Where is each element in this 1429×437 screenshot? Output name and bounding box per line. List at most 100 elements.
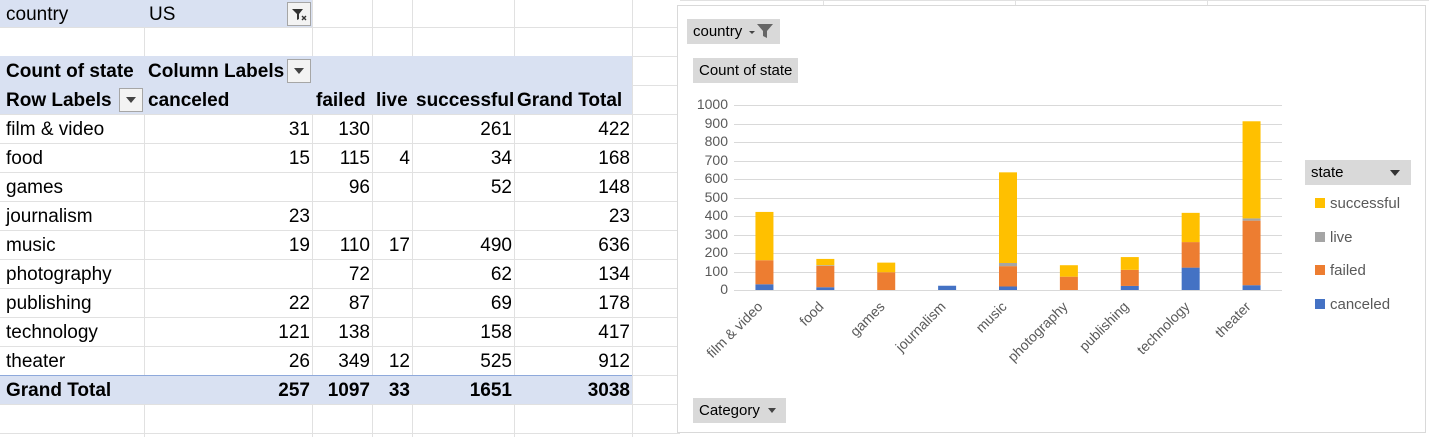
table-row-8-canceled: 26: [288, 351, 310, 372]
y-tick-label: 900: [704, 114, 728, 131]
y-tick-label: 0: [720, 281, 728, 297]
bar-successful-1[interactable]: [816, 258, 835, 266]
bar-canceled-3[interactable]: [938, 285, 957, 290]
bar-failed-7[interactable]: [1181, 242, 1200, 268]
bar-canceled-4[interactable]: [999, 286, 1017, 290]
table-row-6-failed: 87: [348, 293, 370, 314]
bar-canceled-1[interactable]: [816, 287, 835, 290]
bar-live-4[interactable]: [999, 262, 1017, 267]
bar-successful-6[interactable]: [1120, 257, 1139, 270]
table-row-8-total: 912: [598, 351, 630, 372]
bar-canceled-8[interactable]: [1242, 285, 1261, 290]
table-row-6-canceled: 22: [288, 293, 310, 314]
legend-state-button[interactable]: state: [1305, 160, 1411, 185]
table-row-2-successful: 52: [490, 177, 512, 198]
table-row-1-label: food: [6, 148, 43, 169]
y-tick-label: 600: [704, 170, 728, 186]
column-labels-dropdown[interactable]: [287, 59, 311, 83]
bar-failed-5[interactable]: [1059, 276, 1078, 290]
legend-item-successful[interactable]: successful: [1315, 195, 1400, 212]
report-filter-button[interactable]: [287, 2, 311, 26]
chart-category-button[interactable]: Category: [693, 398, 787, 423]
bar-live-1[interactable]: [816, 265, 835, 266]
table-row-2-label: games: [6, 177, 64, 198]
table-row-7-label: technology: [6, 322, 98, 343]
table-row-2-failed: 96: [348, 177, 370, 198]
bar-successful-5[interactable]: [1059, 265, 1078, 277]
bar-failed-4[interactable]: [999, 266, 1017, 287]
legend-swatch: [1315, 298, 1325, 309]
table-row-5-successful: 62: [490, 264, 512, 285]
legend-label: canceled: [1330, 295, 1391, 313]
table-row-7-failed: 138: [338, 322, 370, 343]
legend-item-canceled[interactable]: canceled: [1315, 296, 1390, 313]
table-row-0-canceled: 31: [288, 119, 310, 140]
bar-failed-1[interactable]: [816, 265, 835, 288]
bar-failed-6[interactable]: [1120, 269, 1139, 286]
chevron-down-icon: [294, 68, 304, 74]
y-tick-label: 400: [704, 207, 728, 223]
legend-label: live: [1330, 228, 1353, 246]
bar-successful-7[interactable]: [1181, 212, 1200, 243]
col-header-canceled: canceled: [148, 90, 230, 111]
table-row-4-live: 17: [388, 235, 410, 256]
plot-area: [734, 105, 1282, 291]
y-tick-label: 1000: [696, 96, 728, 112]
filter-icon: [749, 24, 774, 38]
table-row-0-failed: 130: [338, 119, 370, 140]
table-row-8-successful: 525: [480, 351, 512, 372]
filter-band: [0, 0, 312, 27]
chevron-down-icon: [768, 408, 777, 413]
column-labels-header: Column Labels: [148, 61, 285, 82]
bar-live-8[interactable]: [1242, 218, 1261, 221]
bar-successful-4[interactable]: [999, 172, 1017, 263]
col-header-failed: failed: [316, 90, 366, 111]
grand-total-band: [0, 375, 632, 404]
chart-category-label: Category: [699, 402, 760, 419]
table-row-3-total: 23: [608, 206, 630, 227]
bar-canceled-7[interactable]: [1181, 267, 1200, 290]
table-row-3-label: journalism: [6, 206, 93, 227]
bar-canceled-0[interactable]: [755, 284, 774, 290]
pivot-chart[interactable]: country Count of state Category 0 100 200 3…: [677, 5, 1426, 433]
row-labels-dropdown[interactable]: [119, 88, 143, 112]
grand-total-row-failed: 1097: [327, 380, 370, 401]
legend-title-label: state: [1311, 164, 1344, 181]
table-row-7-total: 417: [598, 322, 630, 343]
table-row-4-failed: 110: [339, 235, 370, 256]
y-tick-label: 300: [704, 225, 728, 242]
row-labels-header: Row Labels: [6, 90, 112, 111]
chart-value-field-button[interactable]: Count of state: [693, 58, 799, 83]
table-row-2-total: 148: [598, 177, 630, 198]
bar-failed-0[interactable]: [755, 260, 774, 285]
grand-total-row-label: Grand Total: [6, 380, 112, 401]
col-header-successful: successful: [416, 90, 515, 111]
table-row-5-total: 134: [598, 264, 630, 285]
chart-country-filter-button[interactable]: country: [687, 19, 781, 44]
col-header-live: live: [376, 90, 408, 111]
legend-item-failed[interactable]: failed: [1315, 262, 1366, 279]
table-row-6-successful: 69: [490, 293, 512, 314]
bar-successful-8[interactable]: [1242, 121, 1261, 219]
grand-total-row-total: 3038: [587, 380, 630, 401]
table-row-0-total: 422: [598, 119, 630, 140]
pivot-value-field: Count of state: [6, 61, 134, 82]
table-row-8-label: theater: [6, 351, 66, 372]
y-tick-label: 200: [704, 244, 728, 260]
table-row-1-total: 168: [598, 148, 630, 169]
bar-failed-8[interactable]: [1242, 220, 1261, 286]
table-row-7-successful: 158: [480, 322, 512, 343]
bar-canceled-6[interactable]: [1120, 285, 1139, 290]
bar-failed-2[interactable]: [877, 272, 896, 290]
grand-total-row-live: 33: [388, 380, 410, 401]
table-row-4-total: 636: [598, 235, 630, 256]
legend-label: successful: [1330, 195, 1401, 212]
table-row-0-label: film & video: [6, 119, 105, 140]
bar-successful-2[interactable]: [877, 262, 896, 273]
legend-item-live[interactable]: live: [1315, 229, 1353, 246]
bar-successful-0[interactable]: [755, 211, 774, 261]
chart-country-label: country: [693, 23, 743, 40]
y-tick-label: 700: [704, 151, 728, 168]
table-row-3-canceled: 23: [288, 206, 310, 227]
table-row-1-failed: 115: [339, 148, 370, 169]
